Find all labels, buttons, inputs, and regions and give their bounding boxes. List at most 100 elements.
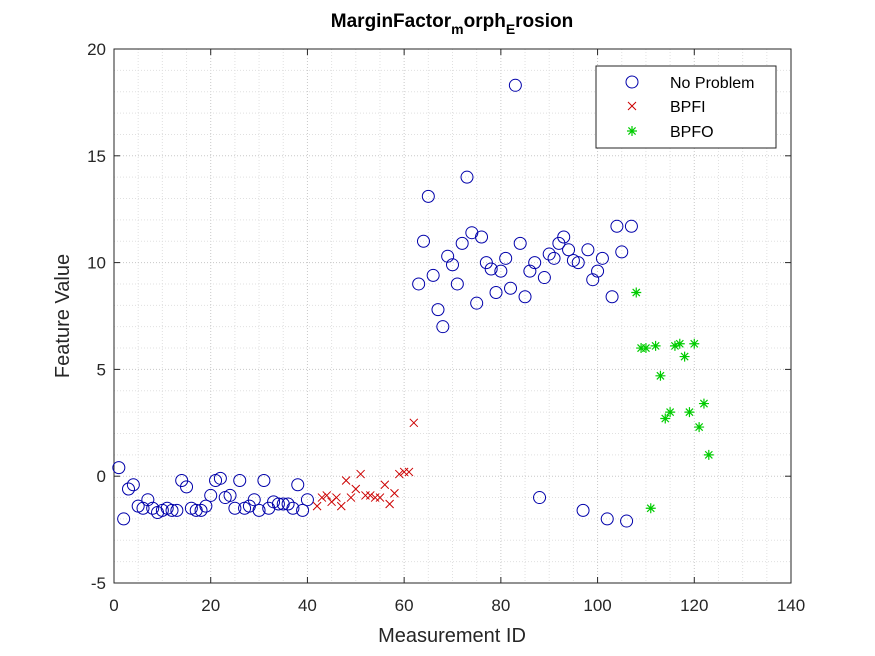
x-tick-label: 140 xyxy=(777,596,805,615)
x-tick-label: 120 xyxy=(680,596,708,615)
no-problem-point xyxy=(281,497,295,511)
no-problem-point xyxy=(122,482,136,496)
no-problem-point xyxy=(508,78,522,92)
no-problem-point xyxy=(296,503,310,517)
no-problem-point xyxy=(271,497,285,511)
legend-marker-no-problem xyxy=(625,75,639,89)
no-problem-point xyxy=(518,290,532,304)
legend-marker-bpfi xyxy=(627,101,637,111)
bpfo-point xyxy=(689,338,700,349)
legend-label-no-problem: No Problem xyxy=(670,75,754,92)
bpfo-point xyxy=(631,287,642,298)
no-problem-point xyxy=(286,501,300,515)
no-problem-point xyxy=(624,219,638,233)
no-problem-point xyxy=(542,247,556,261)
bpfi-point xyxy=(394,469,404,479)
no-problem-point xyxy=(180,480,194,494)
bpfo-point xyxy=(703,449,714,460)
no-problem-point xyxy=(247,493,261,507)
x-tick-label: 20 xyxy=(201,596,220,615)
no-problem-point xyxy=(479,256,493,270)
no-problem-point xyxy=(595,251,609,265)
bpfi-point xyxy=(375,493,385,502)
bpfo-point xyxy=(645,503,656,514)
no-problem-point xyxy=(300,493,314,507)
bpfi-point xyxy=(332,493,341,502)
bpfi-point xyxy=(385,499,394,509)
no-problem-point xyxy=(117,512,131,526)
no-problem-point xyxy=(489,286,503,300)
no-problem-point xyxy=(513,236,527,250)
x-tick-label: 60 xyxy=(395,596,414,615)
y-tick-label: 10 xyxy=(87,254,106,273)
no-problem-point xyxy=(252,503,266,517)
no-problem-point xyxy=(528,256,542,270)
no-problem-point xyxy=(446,258,459,272)
no-problem-point xyxy=(504,281,518,295)
no-problem-point xyxy=(591,264,605,278)
y-tick-label: 15 xyxy=(87,147,106,166)
no-problem-point xyxy=(141,493,155,507)
legend-marker-bpfo xyxy=(627,126,637,136)
x-tick-label: 0 xyxy=(109,596,118,615)
data-points xyxy=(112,78,714,528)
no-problem-point xyxy=(194,503,208,517)
no-problem-point xyxy=(170,503,184,517)
no-problem-point xyxy=(421,189,435,203)
legend-label-bpfo: BPFO xyxy=(670,124,714,141)
no-problem-point xyxy=(576,503,590,517)
bpfo-point xyxy=(694,422,705,433)
bpfo-point xyxy=(640,343,651,354)
no-problem-point xyxy=(552,236,566,250)
no-problem-point xyxy=(291,478,305,492)
bpfo-point xyxy=(650,340,661,351)
plot-area-border xyxy=(113,48,792,584)
bpfi-point xyxy=(409,418,419,428)
no-problem-point xyxy=(537,271,551,285)
no-problem-point xyxy=(620,514,634,528)
bpfi-point xyxy=(336,501,346,511)
bpfi-point xyxy=(390,488,399,498)
y-tick-label: 20 xyxy=(87,40,106,59)
bpfi-point xyxy=(351,484,361,494)
no-problem-point xyxy=(204,488,218,502)
bpfo-point xyxy=(674,338,685,349)
bpfo-point xyxy=(665,407,676,418)
no-problem-point xyxy=(136,501,150,515)
no-problem-point xyxy=(499,251,513,265)
no-problem-point xyxy=(257,473,271,487)
bpfi-point xyxy=(404,467,414,477)
bpfi-point xyxy=(380,480,390,490)
no-problem-point xyxy=(146,501,160,515)
no-problem-point xyxy=(484,262,498,276)
x-tick-label: 80 xyxy=(491,596,510,615)
bpfo-point xyxy=(655,370,666,381)
no-problem-point xyxy=(605,290,619,304)
bpfi-point xyxy=(365,491,375,500)
bpfo-point xyxy=(684,407,695,418)
bpfi-point xyxy=(356,469,365,479)
legend-label-bpfi: BPFI xyxy=(670,99,706,116)
no-problem-point xyxy=(213,471,227,485)
bpfo-point xyxy=(669,340,680,351)
no-problem-point xyxy=(460,170,474,184)
no-problem-point xyxy=(199,499,213,513)
no-problem-point xyxy=(112,461,126,475)
no-problem-point xyxy=(523,264,537,278)
bpfo-point xyxy=(660,413,671,424)
x-tick-label: 100 xyxy=(583,596,611,615)
no-problem-point xyxy=(557,230,571,244)
no-problem-point xyxy=(431,303,445,317)
no-problem-point xyxy=(175,473,189,487)
bpfi-point xyxy=(312,501,322,511)
bpfi-point xyxy=(317,493,327,502)
no-problem-point xyxy=(494,264,508,278)
bpfi-point xyxy=(346,493,356,502)
legend: No Problem BPFI BPFO xyxy=(595,65,777,149)
no-problem-point xyxy=(600,512,614,526)
no-problem-point xyxy=(470,296,484,310)
no-problem-point xyxy=(165,503,179,517)
no-problem-point xyxy=(455,236,469,250)
